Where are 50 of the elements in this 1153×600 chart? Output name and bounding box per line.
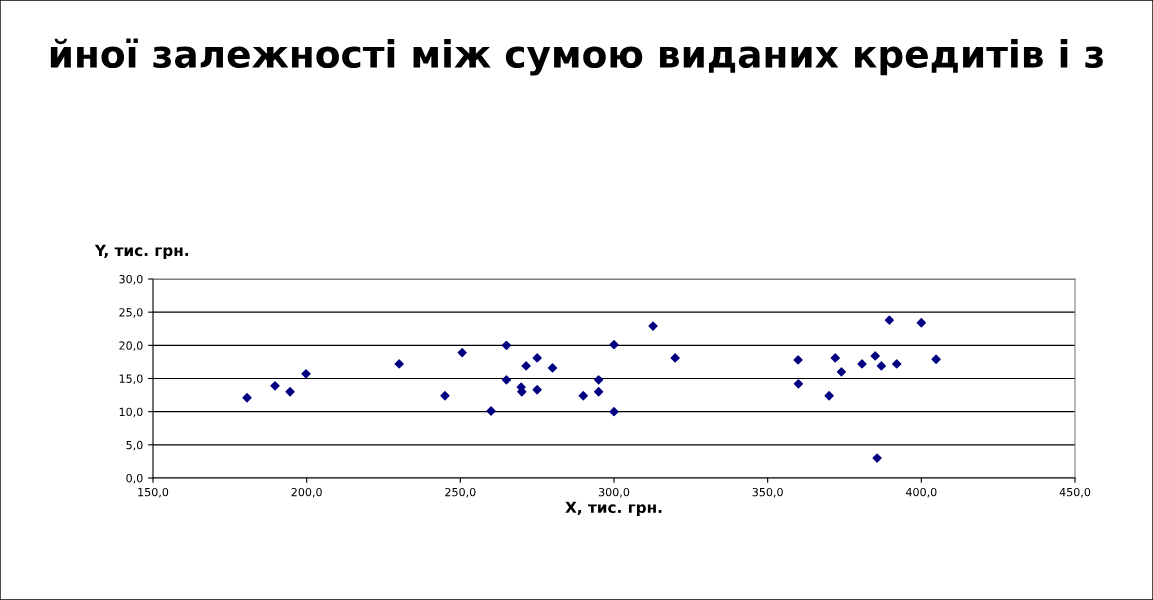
point <box>793 355 803 365</box>
point <box>285 387 295 397</box>
x-tick-label: 250,0 <box>445 487 476 498</box>
point <box>578 391 588 401</box>
point <box>884 315 894 325</box>
point <box>394 359 404 369</box>
point <box>870 351 880 361</box>
point <box>521 361 531 371</box>
point <box>872 453 882 463</box>
point <box>301 369 311 379</box>
y-tick-label: 30,0 <box>119 274 143 285</box>
point <box>648 321 658 331</box>
y-axis-title: Y, тис. грн. <box>94 244 189 260</box>
x-tick-label: 400,0 <box>905 487 937 498</box>
point <box>670 353 680 363</box>
y-tick-label: 25,0 <box>119 308 143 318</box>
point <box>457 348 467 358</box>
point <box>916 318 926 328</box>
point <box>532 353 542 363</box>
point <box>501 375 512 385</box>
point <box>440 391 450 401</box>
point <box>876 361 887 371</box>
x-tick-label: 200,0 <box>291 487 322 498</box>
point <box>270 381 280 391</box>
point <box>594 375 604 385</box>
point <box>501 340 512 350</box>
point <box>824 391 834 401</box>
x-tick-label: 350,0 <box>752 487 783 498</box>
y-tick-label: 20,0 <box>119 341 143 351</box>
point <box>836 367 847 377</box>
point <box>242 393 252 403</box>
point <box>892 359 902 369</box>
point <box>547 363 558 373</box>
point <box>793 379 804 389</box>
point <box>931 354 941 364</box>
chart-title: йної залежності між сумою виданих кредитів і з <box>50 38 1103 76</box>
x-tick-label: 450,0 <box>1059 487 1091 498</box>
y-tick-label: 0,0 <box>126 473 143 484</box>
point <box>830 353 840 363</box>
y-tick-label: 10,0 <box>119 407 143 418</box>
x-tick-label: 300,0 <box>598 487 630 498</box>
point <box>609 340 619 350</box>
point <box>594 387 604 397</box>
point <box>857 359 867 369</box>
y-tick-label: 5,0 <box>126 440 143 451</box>
point <box>532 385 542 395</box>
x-tick-label: 150,0 <box>138 487 169 498</box>
x-axis-title: X, тис. грн. <box>565 501 662 517</box>
point <box>609 407 619 417</box>
y-tick-label: 15,0 <box>119 374 143 385</box>
